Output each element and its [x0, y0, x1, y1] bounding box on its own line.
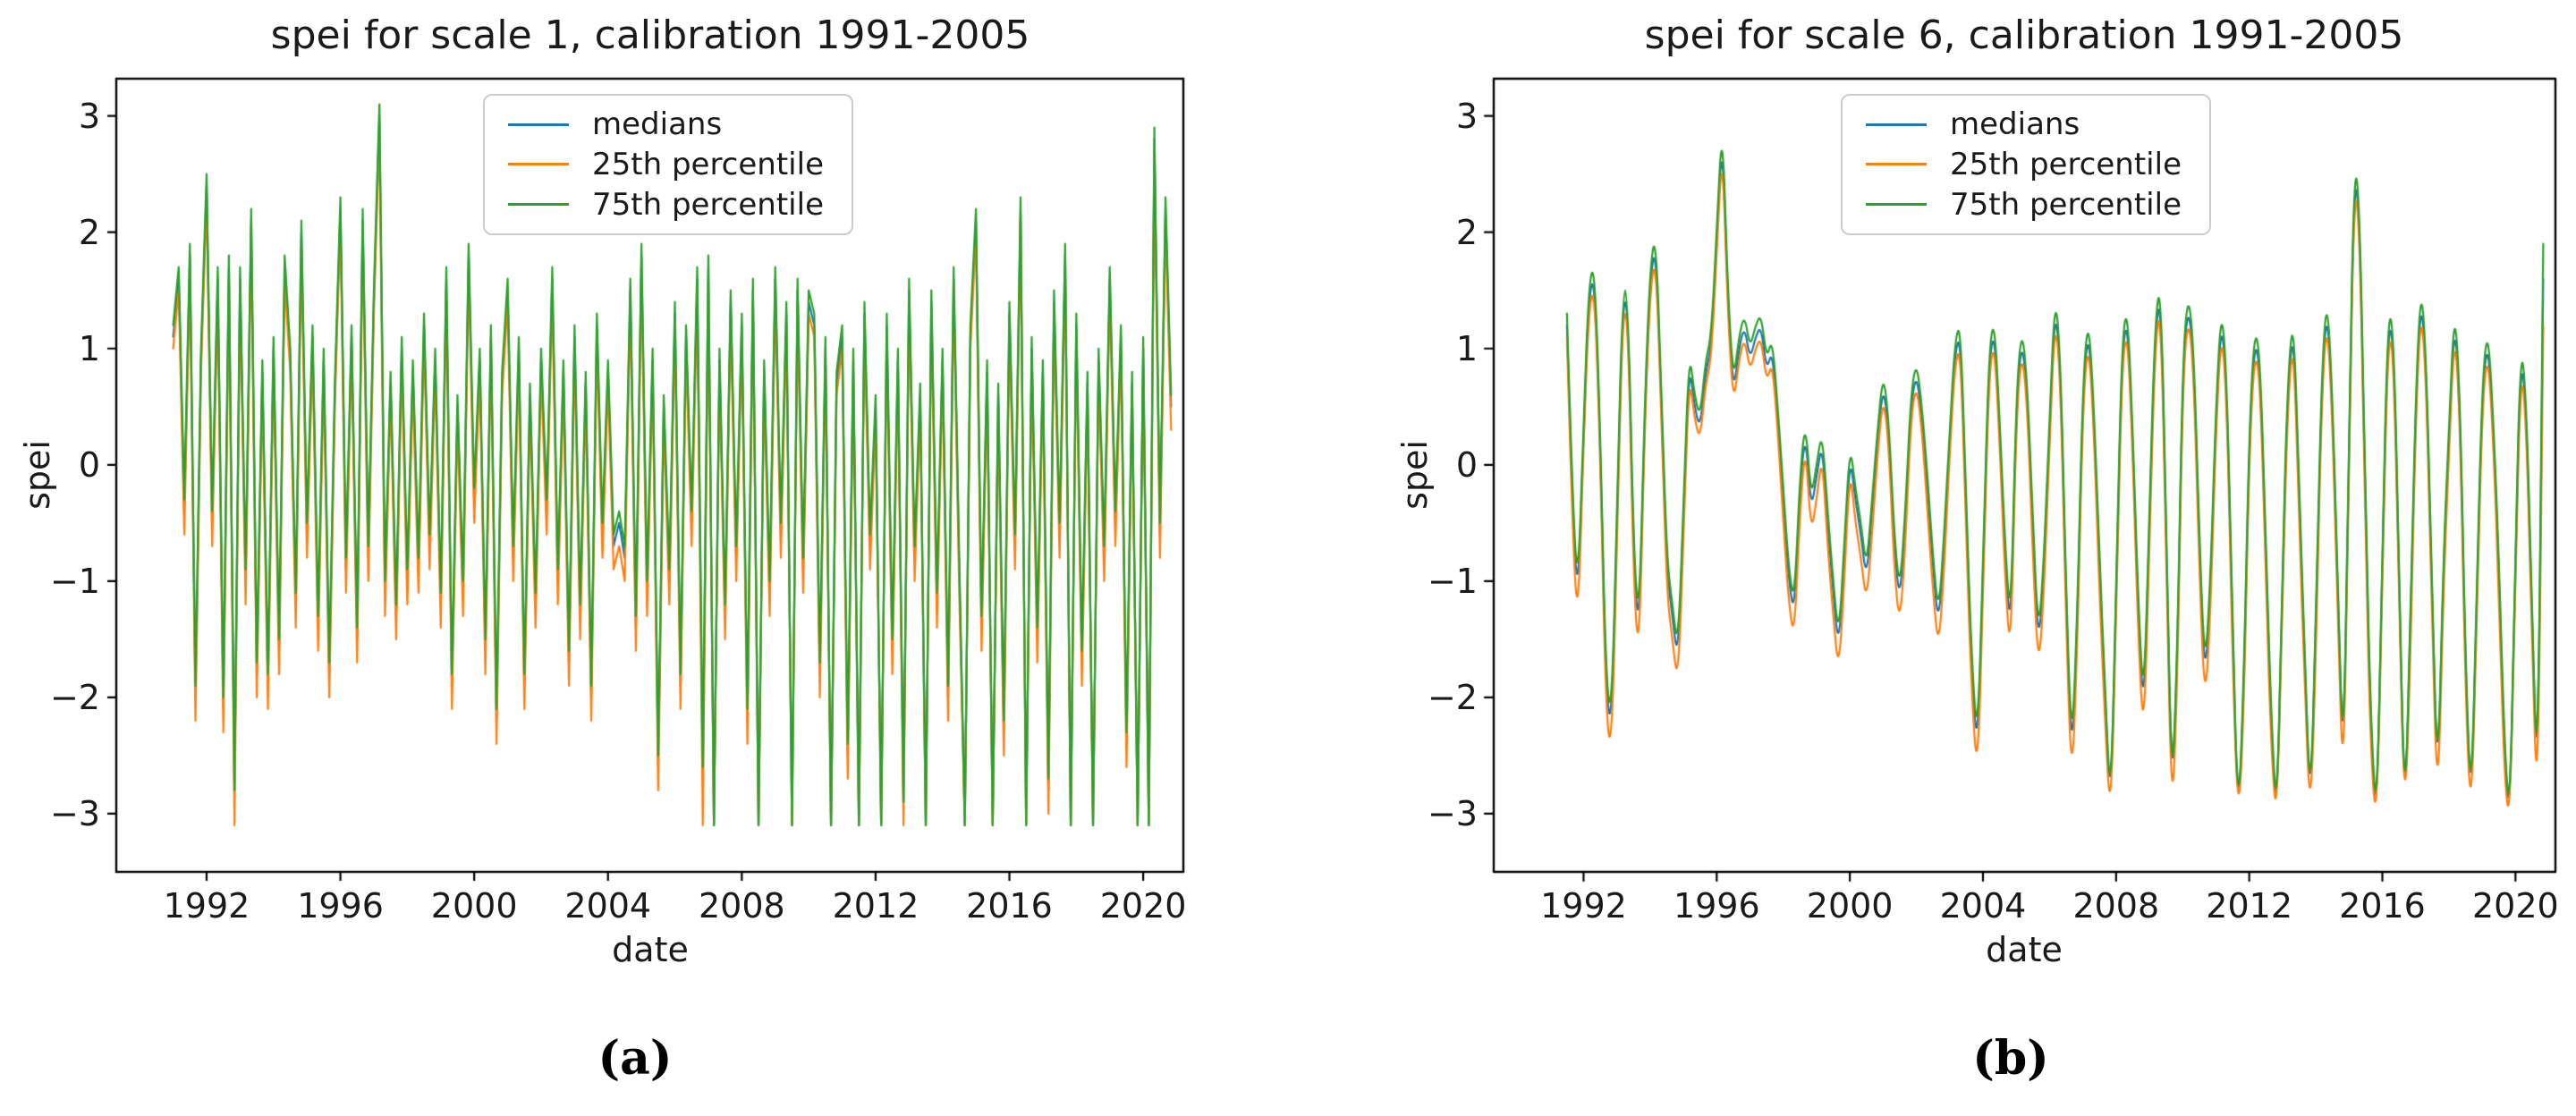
legend-entry: medians [508, 106, 852, 142]
chart-a-legend: medians 25th percentile 75th percentile [483, 94, 853, 235]
legend-label: medians [1950, 106, 2080, 143]
chart-a-x-axis-label: date [612, 930, 689, 969]
p75-line-sample [1866, 203, 1927, 207]
legend-entry: 25th percentile [508, 147, 852, 182]
legend-label: 25th percentile [1950, 146, 2182, 182]
p25-line-sample [1866, 163, 1927, 166]
legend-entry: medians [1866, 106, 2209, 142]
legend-entry: 25th percentile [1866, 147, 2209, 182]
legend-entry: 75th percentile [508, 187, 852, 223]
legend-label: 75th percentile [1950, 186, 2182, 223]
p25-line-sample [508, 163, 569, 166]
subfigure-b-caption: (b) [1972, 1031, 2049, 1086]
chart-b-title: spei for scale 6, calibration 1991-2005 [1644, 13, 2404, 58]
medians-line-sample [508, 123, 569, 126]
p75-line-sample [508, 203, 569, 207]
chart-b-x-axis-label: date [1986, 930, 2063, 969]
legend-label: medians [592, 106, 723, 143]
subfigure-a-caption: (a) [597, 1031, 673, 1086]
legend-entry: 75th percentile [1866, 187, 2209, 223]
chart-b-legend: medians 25th percentile 75th percentile [1841, 94, 2211, 235]
chart-a-title: spei for scale 1, calibration 1991-2005 [270, 13, 1030, 58]
legend-label: 25th percentile [592, 146, 824, 182]
legend-label: 75th percentile [592, 186, 824, 223]
chart-a-y-axis-label: spei [18, 440, 57, 510]
medians-line-sample [1866, 123, 1927, 126]
chart-b-y-axis-label: spei [1395, 440, 1435, 510]
